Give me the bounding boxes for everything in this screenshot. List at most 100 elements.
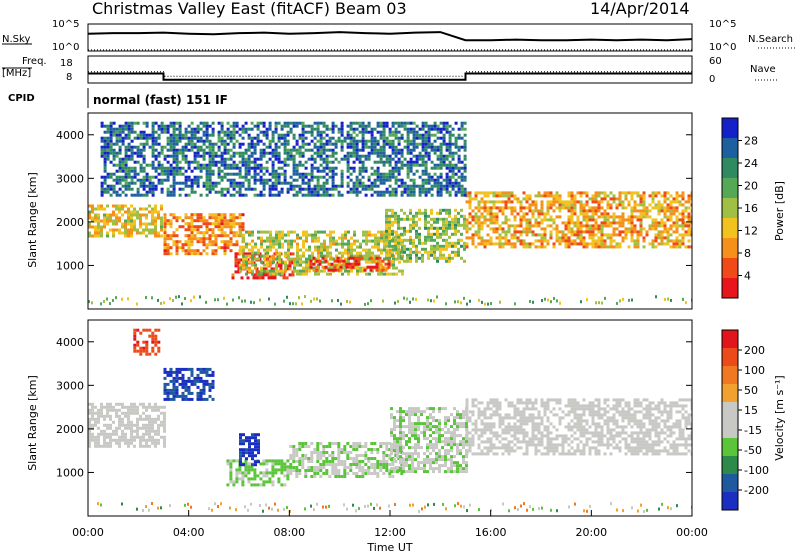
data-cell — [127, 405, 130, 409]
data-cell — [169, 136, 173, 140]
data-cell — [238, 169, 242, 173]
data-cell — [100, 154, 104, 158]
data-cell — [358, 169, 362, 173]
data-cell — [477, 215, 481, 219]
data-cell — [516, 425, 520, 429]
data-cell — [606, 212, 610, 216]
data-cell — [292, 302, 294, 306]
data-cell — [166, 127, 170, 131]
data-cell — [295, 172, 299, 176]
data-cell — [421, 169, 425, 173]
data-cell — [397, 244, 400, 248]
data-cell — [349, 172, 353, 176]
data-cell — [181, 219, 185, 223]
data-cell — [654, 191, 658, 195]
data-cell — [424, 220, 427, 224]
data-cell — [239, 269, 242, 273]
data-cell — [427, 250, 430, 254]
data-cell — [433, 244, 436, 248]
data-cell — [175, 148, 179, 152]
data-cell — [621, 236, 625, 240]
data-cell — [474, 404, 478, 408]
data-cell — [534, 425, 538, 429]
data-cell — [606, 215, 610, 219]
data-cell — [181, 166, 185, 170]
data-cell — [253, 172, 257, 176]
data-cell — [284, 263, 287, 267]
data-cell — [275, 242, 278, 246]
data-cell — [403, 127, 407, 131]
data-cell — [392, 236, 395, 240]
data-cell — [678, 203, 682, 207]
data-cell — [124, 172, 128, 176]
data-cell — [537, 425, 541, 429]
data-cell — [124, 231, 127, 235]
data-cell — [427, 253, 430, 257]
data-cell — [570, 200, 574, 204]
data-cell — [361, 139, 365, 143]
data-cell — [448, 208, 451, 212]
data-cell — [582, 218, 586, 222]
data-cell — [382, 175, 386, 179]
data-cell — [214, 225, 218, 229]
data-cell — [547, 298, 549, 302]
data-cell — [100, 207, 103, 211]
data-cell — [355, 187, 359, 191]
data-cell — [283, 124, 287, 128]
data-cell — [313, 190, 317, 194]
data-cell — [277, 145, 281, 149]
data-cell — [567, 209, 571, 213]
data-cell — [427, 214, 430, 218]
data-cell — [379, 181, 383, 185]
data-cell — [633, 200, 637, 204]
data-cell — [97, 213, 100, 217]
data-cell — [184, 213, 188, 217]
data-cell — [313, 142, 317, 146]
data-cell — [484, 302, 486, 306]
data-cell — [333, 268, 337, 272]
data-cell — [259, 175, 263, 179]
data-cell — [666, 227, 670, 231]
data-cell — [154, 210, 157, 214]
data-cell — [247, 154, 251, 158]
data-cell — [570, 197, 574, 201]
noise-right-tick-top: 10^5 — [709, 19, 736, 30]
data-cell — [293, 230, 296, 234]
data-cell — [293, 257, 296, 261]
data-cell — [421, 157, 425, 161]
data-cell — [477, 221, 481, 225]
data-cell — [448, 163, 452, 167]
data-cell — [519, 422, 523, 426]
data-cell — [284, 239, 287, 243]
data-cell — [388, 190, 392, 194]
data-cell — [594, 200, 598, 204]
data-cell — [151, 166, 155, 170]
data-cell — [486, 239, 490, 243]
data-cell — [409, 127, 413, 131]
data-cell — [151, 193, 155, 197]
data-cell — [247, 163, 251, 167]
data-cell — [442, 253, 445, 257]
data-cell — [433, 139, 437, 143]
data-cell — [238, 222, 242, 226]
data-cell — [157, 234, 160, 238]
data-cell — [296, 242, 299, 246]
data-cell — [609, 215, 613, 219]
data-cell — [561, 200, 565, 204]
data-cell — [522, 407, 526, 411]
data-cell — [100, 184, 104, 188]
data-cell — [445, 124, 449, 128]
data-cell — [374, 239, 377, 243]
data-cell — [585, 242, 589, 246]
data-cell — [424, 208, 427, 212]
data-cell — [561, 239, 565, 243]
data-cell — [355, 193, 359, 197]
data-cell — [690, 203, 692, 207]
data-cell — [234, 264, 238, 268]
data-cell — [157, 163, 161, 167]
data-cell — [106, 444, 109, 448]
data-cell — [603, 233, 607, 237]
data-cell — [112, 210, 115, 214]
data-cell — [175, 151, 179, 155]
data-cell — [193, 178, 197, 182]
